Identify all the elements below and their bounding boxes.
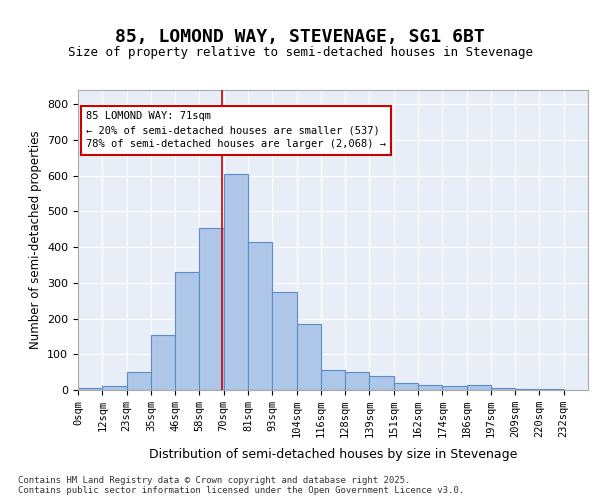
Bar (394, 383, 418, 390)
Bar (175, 272, 199, 390)
Bar (345, 372, 370, 390)
Text: 85 LOMOND WAY: 71sqm
← 20% of semi-detached houses are smaller (537)
78% of semi: 85 LOMOND WAY: 71sqm ← 20% of semi-detac… (86, 112, 386, 150)
Bar (467, 386, 491, 390)
Bar (370, 376, 394, 390)
Bar (151, 334, 175, 390)
Bar (102, 386, 127, 390)
X-axis label: Distribution of semi-detached houses by size in Stevenage: Distribution of semi-detached houses by … (149, 448, 517, 462)
Bar (539, 389, 564, 390)
Bar (248, 242, 272, 390)
Bar (272, 292, 296, 390)
Bar (418, 384, 442, 390)
Bar (127, 372, 151, 390)
Bar (442, 386, 467, 390)
Bar (321, 370, 345, 390)
Bar (199, 228, 224, 390)
Text: 85, LOMOND WAY, STEVENAGE, SG1 6BT: 85, LOMOND WAY, STEVENAGE, SG1 6BT (115, 28, 485, 46)
Text: Size of property relative to semi-detached houses in Stevenage: Size of property relative to semi-detach… (67, 46, 533, 59)
Text: Contains HM Land Registry data © Crown copyright and database right 2025.
Contai: Contains HM Land Registry data © Crown c… (18, 476, 464, 495)
Bar (224, 174, 248, 390)
Y-axis label: Number of semi-detached properties: Number of semi-detached properties (29, 130, 41, 350)
Bar (78, 388, 102, 390)
Bar (296, 324, 321, 390)
Bar (491, 388, 515, 390)
Bar (515, 389, 539, 390)
